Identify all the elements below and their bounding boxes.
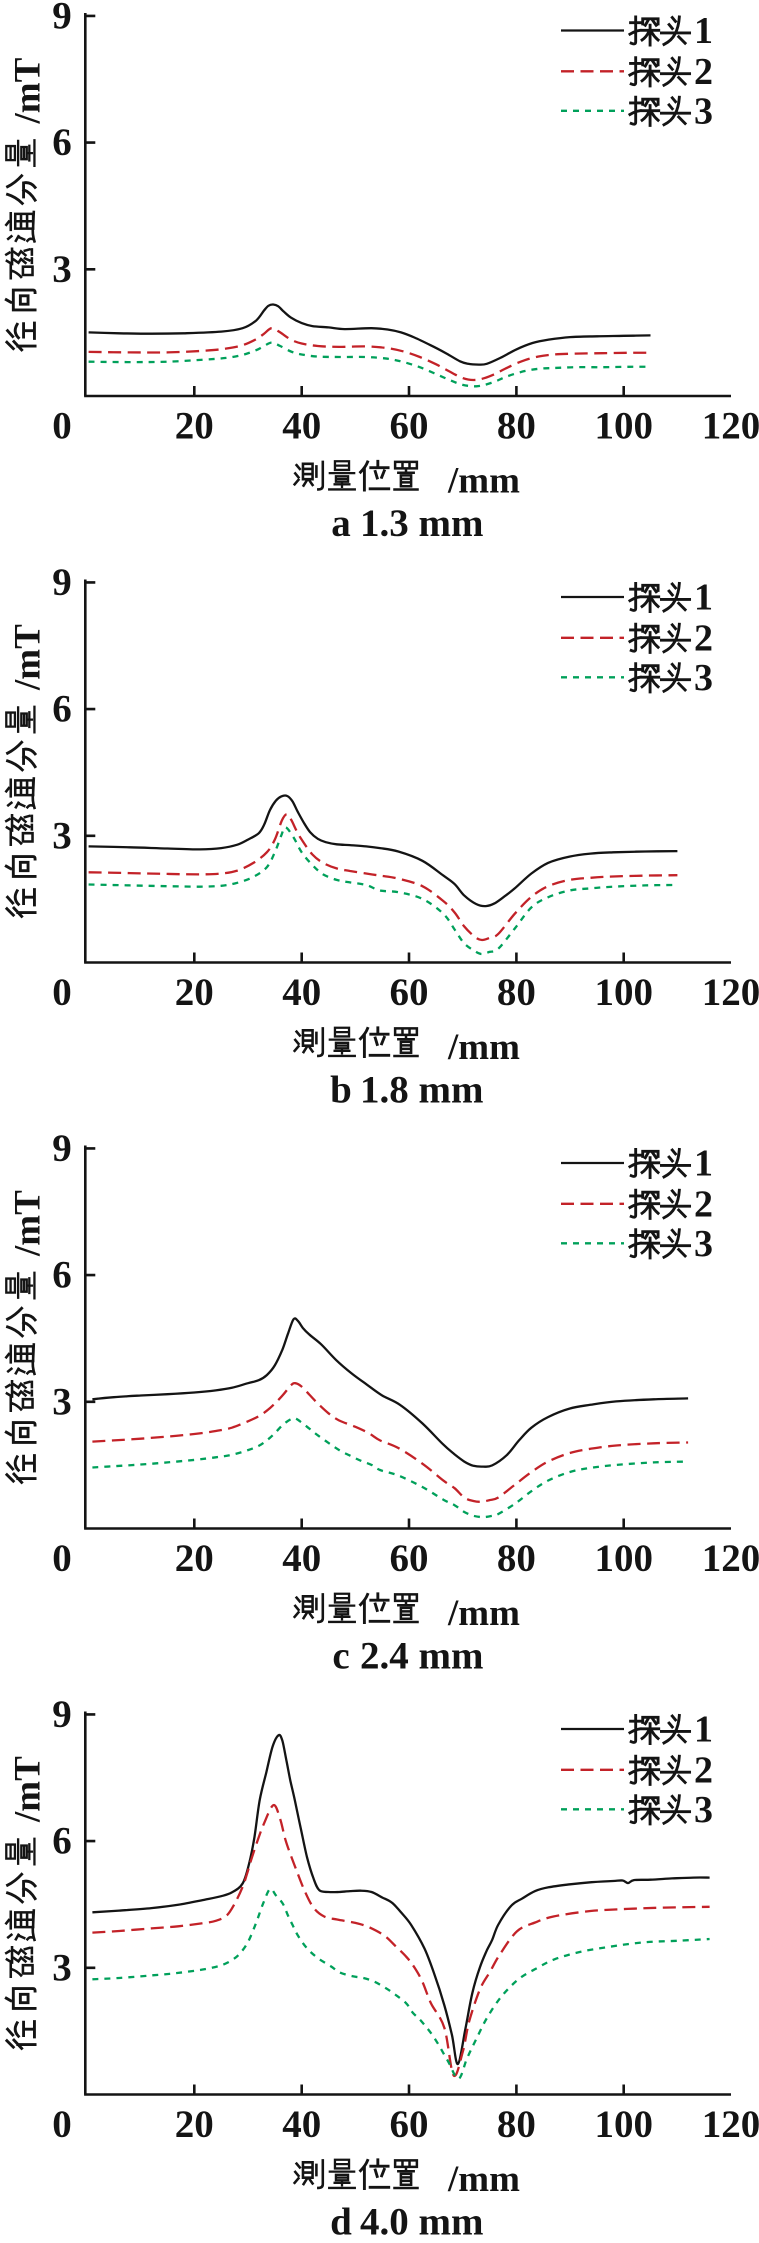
svg-text:120: 120 xyxy=(702,971,759,1014)
svg-text:d: d xyxy=(330,2201,352,2239)
svg-text:/mm: /mm xyxy=(447,461,520,502)
svg-text:6: 6 xyxy=(52,1254,72,1297)
svg-text:9: 9 xyxy=(52,1127,72,1170)
svg-text:0: 0 xyxy=(52,971,72,1014)
svg-text:a: a xyxy=(331,502,351,545)
svg-text:80: 80 xyxy=(497,405,536,448)
svg-text:0: 0 xyxy=(52,405,72,448)
svg-text:40: 40 xyxy=(282,405,321,448)
svg-text:/mm: /mm xyxy=(447,1593,520,1634)
svg-text:20: 20 xyxy=(175,405,214,448)
svg-text:80: 80 xyxy=(497,971,536,1014)
svg-text:/mT: /mT xyxy=(7,1756,48,1823)
svg-text:40: 40 xyxy=(282,1537,321,1580)
svg-text:60: 60 xyxy=(390,1537,429,1580)
svg-text:/mT: /mT xyxy=(7,624,48,691)
svg-text:60: 60 xyxy=(390,405,429,448)
svg-text:40: 40 xyxy=(282,2103,321,2146)
svg-text:4.0 mm: 4.0 mm xyxy=(360,2201,483,2239)
svg-text:100: 100 xyxy=(594,405,653,448)
svg-text:120: 120 xyxy=(702,2103,759,2146)
svg-text:20: 20 xyxy=(175,2103,214,2146)
svg-text:100: 100 xyxy=(594,1537,653,1580)
svg-text:3: 3 xyxy=(52,248,72,291)
svg-text:9: 9 xyxy=(52,561,72,604)
svg-text:3: 3 xyxy=(52,1380,72,1423)
svg-text:3: 3 xyxy=(52,1946,72,1989)
svg-text:40: 40 xyxy=(282,971,321,1014)
svg-text:1: 1 xyxy=(694,10,713,52)
svg-text:b: b xyxy=(330,1069,352,1112)
svg-text:2: 2 xyxy=(694,51,713,93)
svg-text:2: 2 xyxy=(694,1749,713,1791)
svg-text:0: 0 xyxy=(52,1537,72,1580)
svg-text:6: 6 xyxy=(52,688,72,731)
svg-text:1: 1 xyxy=(694,1143,713,1185)
svg-text:/mm: /mm xyxy=(447,1027,520,1068)
svg-text:1: 1 xyxy=(694,577,713,619)
svg-text:3: 3 xyxy=(694,1789,713,1831)
svg-text:80: 80 xyxy=(497,2103,536,2146)
svg-text:120: 120 xyxy=(702,1537,759,1580)
svg-text:3: 3 xyxy=(694,90,713,132)
svg-text:1.8 mm: 1.8 mm xyxy=(360,1069,483,1112)
svg-text:6: 6 xyxy=(52,1820,72,1863)
svg-text:0: 0 xyxy=(52,2103,72,2146)
svg-text:80: 80 xyxy=(497,1537,536,1580)
svg-text:2: 2 xyxy=(694,617,713,659)
svg-text:20: 20 xyxy=(175,971,214,1014)
svg-text:2.4 mm: 2.4 mm xyxy=(360,1635,483,1678)
svg-text:/mT: /mT xyxy=(7,1190,48,1257)
svg-text:60: 60 xyxy=(390,2103,429,2146)
svg-text:/mm: /mm xyxy=(447,2159,520,2200)
svg-text:3: 3 xyxy=(694,657,713,699)
svg-text:100: 100 xyxy=(594,2103,653,2146)
svg-text:3: 3 xyxy=(52,814,72,857)
svg-text:1: 1 xyxy=(694,1709,713,1751)
svg-text:9: 9 xyxy=(52,1693,72,1736)
svg-text:20: 20 xyxy=(175,1537,214,1580)
svg-text:60: 60 xyxy=(390,971,429,1014)
svg-text:120: 120 xyxy=(702,405,759,448)
svg-text:100: 100 xyxy=(594,971,653,1014)
svg-text:2: 2 xyxy=(694,1183,713,1225)
svg-text:3: 3 xyxy=(694,1223,713,1265)
svg-text:/mT: /mT xyxy=(7,57,48,124)
svg-text:c: c xyxy=(332,1635,349,1678)
svg-text:6: 6 xyxy=(52,121,72,164)
svg-text:1.3 mm: 1.3 mm xyxy=(360,502,483,545)
svg-text:9: 9 xyxy=(52,0,72,37)
